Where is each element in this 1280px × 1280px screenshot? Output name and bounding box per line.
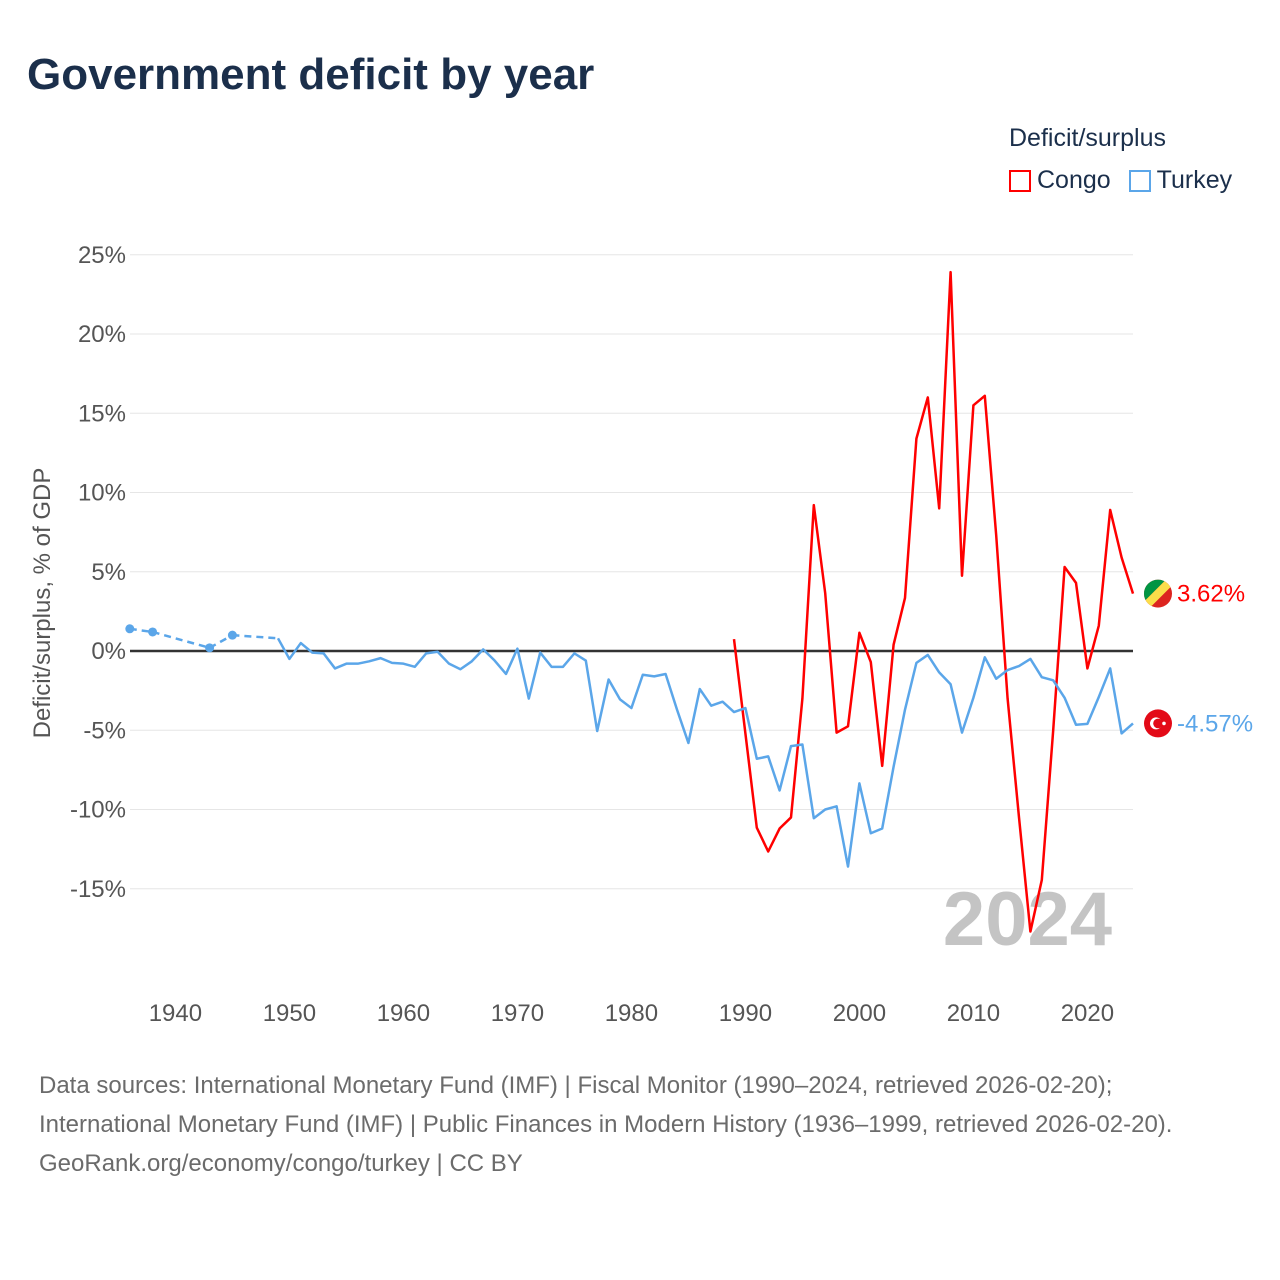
legend: Congo Turkey <box>1009 166 1232 195</box>
legend-item-congo[interactable]: Congo <box>1009 166 1111 195</box>
congo-flag <box>1144 579 1172 608</box>
y-tick-label: 20% <box>78 321 126 348</box>
legend-swatch-congo <box>1009 169 1031 192</box>
crescent-inner <box>1153 718 1163 729</box>
credit-link[interactable]: GeoRank.org/economy/congo/turkey | CC BY <box>39 1150 523 1177</box>
turkey-flag-icon <box>1144 709 1172 738</box>
chart-title: Government deficit by year <box>27 50 595 99</box>
y-tick-label: -15% <box>70 876 126 903</box>
congo-line <box>732 270 1135 933</box>
chart-plot: 2024 25%20%15%10%5%0%-5%-10%-15%1940 1950… <box>29 242 1253 1027</box>
flag-yellow <box>1144 579 1172 608</box>
x-tick-label: 2020 <box>1061 1000 1114 1027</box>
x-tick-label: 2010 <box>947 1000 1000 1027</box>
legend-swatch-turkey <box>1128 169 1151 192</box>
y-tick-label: 25% <box>78 242 126 269</box>
x-tick-label: 1960 <box>377 1000 430 1027</box>
y-tick-label: 0% <box>91 638 126 665</box>
turkey-end-label: -4.57% <box>1177 710 1253 737</box>
y-tick-label: 5% <box>91 559 126 586</box>
y-tick-label: 15% <box>78 400 126 427</box>
x-tick-label: 1950 <box>263 1000 316 1027</box>
x-tick-label: 1970 <box>491 1000 544 1027</box>
data-sources: Data sources: International Monetary Fun… <box>39 1072 1173 1138</box>
y-tick-label: -5% <box>83 717 126 744</box>
legend-label-turkey: Turkey <box>1156 166 1233 194</box>
x-tick-label: 1980 <box>605 1000 658 1027</box>
y-tick-label: -10% <box>70 797 126 824</box>
x-tick-label: 2000 <box>833 1000 886 1027</box>
turkey-data-point <box>125 624 135 634</box>
turkey-data-point <box>148 627 158 637</box>
congo-end-label: 3.62% <box>1177 581 1245 608</box>
legend-label-congo: Congo <box>1037 166 1111 194</box>
y-tick-label: 10% <box>78 480 126 507</box>
turkey-gap-line <box>152 630 210 650</box>
turkey-line <box>276 637 1134 868</box>
legend-item-turkey[interactable]: Turkey <box>1128 166 1233 195</box>
turkey-data-point <box>227 630 237 640</box>
y-axis-label: Deficit/surplus, % of GDP <box>29 468 56 739</box>
congo-flag-icon <box>1144 579 1172 608</box>
x-tick-label: 1990 <box>719 1000 772 1027</box>
x-tick-label: 1940 <box>149 1000 202 1027</box>
legend-title: Deficit/surplus <box>1009 124 1166 152</box>
turkey-data-point <box>205 643 215 653</box>
footer: Data sources: International Monetary Fun… <box>39 1066 1239 1183</box>
turkey-gap-line <box>232 633 279 640</box>
star <box>1162 721 1166 726</box>
